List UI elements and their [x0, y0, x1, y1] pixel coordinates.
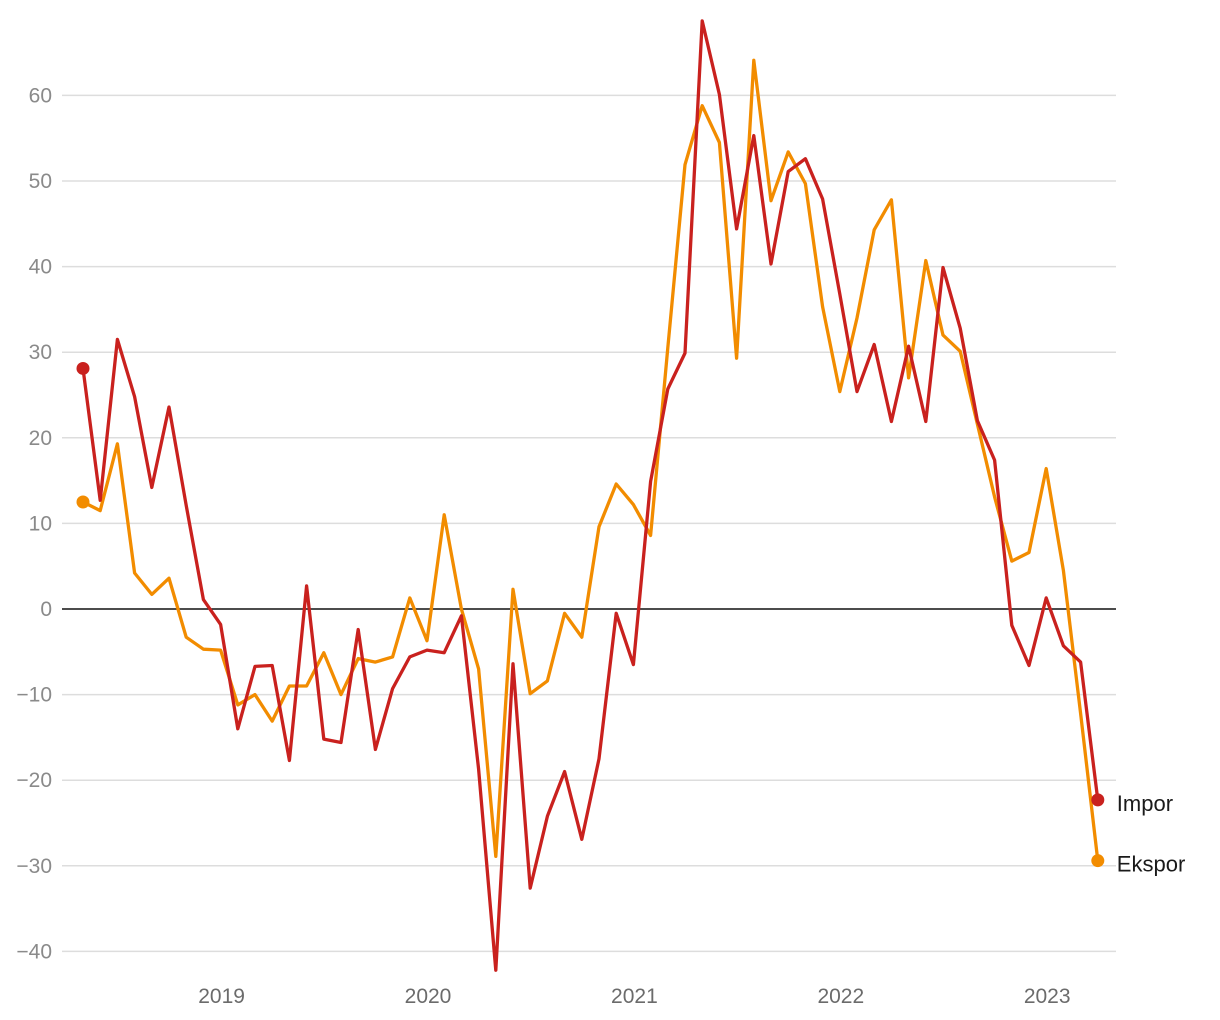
y-tick-label: 60: [29, 84, 52, 107]
y-tick-label: 0: [40, 598, 52, 621]
grid-lines: [62, 94, 1116, 953]
series-end-dot: [1091, 793, 1105, 807]
x-tick-label: 2023: [1024, 985, 1071, 1008]
series-line-impor: [81, 19, 1100, 972]
x-tick-label: 2020: [405, 985, 452, 1008]
y-tick-label: −10: [16, 684, 52, 707]
x-axis-ticks: 2019 2020 2021 2022 2023: [198, 985, 1070, 1008]
x-tick-label: 2019: [198, 985, 245, 1008]
y-tick-label: 20: [29, 427, 52, 450]
series-label-impor: Impor: [1117, 791, 1173, 816]
series-labels: Impor Ekspor: [1117, 791, 1185, 877]
series-end-dot: [1091, 854, 1105, 868]
series-line-ekspor: [81, 58, 1100, 863]
y-axis-ticks: 60 50 40 30 20 10 0 −10 −20 −30 −40: [16, 84, 52, 963]
series-start-dot: [76, 361, 90, 375]
y-tick-label: 40: [29, 256, 52, 279]
y-tick-label: −40: [16, 940, 52, 963]
y-tick-label: −20: [16, 769, 52, 792]
y-tick-label: 30: [29, 341, 52, 364]
series-label-ekspor: Ekspor: [1117, 852, 1185, 877]
y-tick-label: 50: [29, 170, 52, 193]
x-tick-label: 2022: [817, 985, 864, 1008]
y-tick-label: 10: [29, 512, 52, 535]
y-tick-label: −30: [16, 855, 52, 878]
series-start-dot: [76, 495, 90, 509]
x-tick-label: 2021: [611, 985, 658, 1008]
series-lines: [76, 19, 1105, 972]
